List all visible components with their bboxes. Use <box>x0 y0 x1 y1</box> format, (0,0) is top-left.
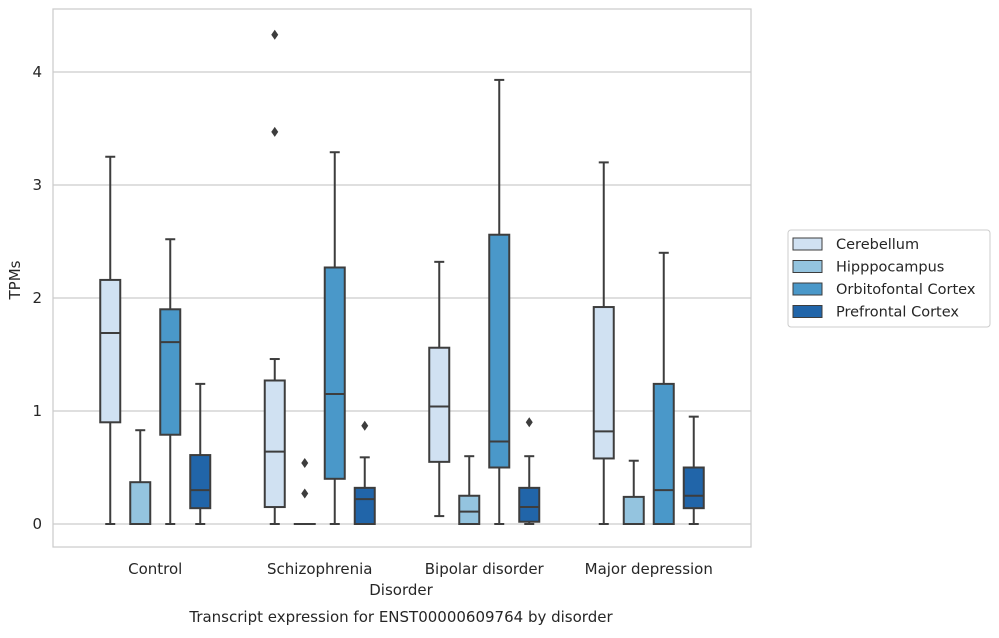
box-iqr <box>594 307 614 458</box>
legend-swatch <box>793 306 822 318</box>
x-axis-label: Disorder <box>369 581 433 599</box>
box-iqr <box>160 309 180 434</box>
y-tick-label: 4 <box>32 63 42 81</box>
box-iqr <box>459 496 479 524</box>
box-iqr <box>100 280 120 422</box>
x-tick-label: Schizophrenia <box>267 560 372 578</box>
chart-caption: Transcript expression for ENST0000060976… <box>188 608 613 626</box>
legend: Cerebellum Hipppocampus Orbitofontal Corte… <box>788 230 990 327</box>
y-tick-label: 1 <box>32 402 42 420</box>
box-iqr <box>684 468 704 509</box>
box-iqr <box>325 267 345 478</box>
legend-swatch <box>793 238 822 250</box>
box-iqr <box>265 380 285 507</box>
y-axis-label: TPMs <box>6 260 24 300</box>
x-tick-label: Major depression <box>585 560 713 578</box>
legend-label: Cerebellum <box>836 237 919 253</box>
x-tick-label: Control <box>128 560 182 578</box>
legend-label: Orbitofontal Cortex <box>836 282 976 298</box>
box-iqr <box>624 497 644 524</box>
y-tick-label: 0 <box>32 515 42 533</box>
box-iqr <box>190 455 210 508</box>
box-iqr <box>489 235 509 468</box>
box-iqr <box>654 384 674 524</box>
legend-label: Prefrontal Cortex <box>836 305 959 321</box>
legend-swatch <box>793 261 822 273</box>
box-iqr <box>429 348 449 462</box>
y-tick-label: 3 <box>32 176 42 194</box>
y-tick-label: 2 <box>32 289 42 307</box>
box-iqr <box>519 488 539 522</box>
box-iqr <box>130 482 150 524</box>
box-iqr <box>355 488 375 524</box>
legend-swatch <box>793 283 822 295</box>
legend-label: Hipppocampus <box>836 260 944 276</box>
x-tick-label: Bipolar disorder <box>425 560 545 578</box>
